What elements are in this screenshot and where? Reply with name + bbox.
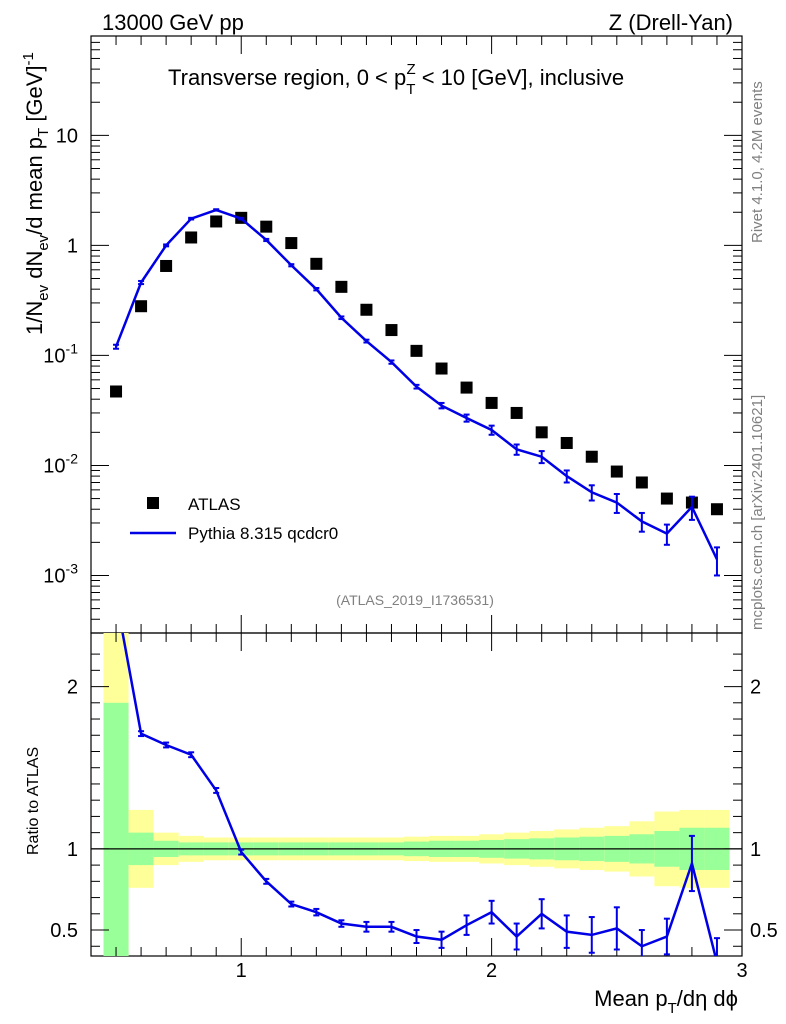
x-axis-label: Mean pT/dη dϕ <box>594 986 738 1017</box>
ratio-uncertainty-bands <box>91 633 742 956</box>
main-panel-frame <box>90 35 743 634</box>
atlas-point <box>135 300 148 313</box>
ratio-y-tick-label-right: 2 <box>750 677 761 699</box>
x-tick-label: 2 <box>486 960 497 982</box>
y-tick-label: 10-2 <box>43 450 78 477</box>
atlas-point <box>560 436 573 449</box>
y-tick-label: 10 <box>56 125 78 147</box>
atlas-point <box>210 215 223 228</box>
legend-atlas-label: ATLAS <box>188 495 241 514</box>
mcplots-label: mcplots.cern.ch [arXiv:2401.10621] <box>749 395 766 630</box>
header-right: Z (Drell-Yan) <box>609 10 733 35</box>
atlas-point <box>160 259 173 272</box>
ratio-clipped <box>121 633 720 956</box>
atlas-point <box>460 381 473 394</box>
band-inner <box>103 702 129 956</box>
main-plot-data <box>110 208 723 577</box>
rivet-label: Rivet 4.1.0, 4.2M events <box>749 81 766 243</box>
atlas-point <box>660 492 673 505</box>
main-axis-ticks: 10-3 10-2 10-1 1 10 <box>43 35 742 634</box>
atlas-point <box>485 396 498 409</box>
legend-atlas-marker <box>147 497 159 509</box>
atlas-point <box>535 426 548 439</box>
ratio-panel-frame <box>90 632 743 957</box>
atlas-point <box>360 303 373 316</box>
ratio-y-tick-label: 1 <box>67 839 78 861</box>
atlas-point <box>585 450 598 463</box>
ratio-axis-ticks: 0.5 0.5 1 1 2 2 1 2 3 <box>50 633 778 982</box>
ratio-line <box>121 633 717 956</box>
y-tick-label: 10-3 <box>43 560 78 587</box>
main-y-axis-label: 1/Nev dNev/d mean pT [GeV]-1 <box>20 52 52 335</box>
atlas-point <box>260 220 273 233</box>
y-tick-label: 10-1 <box>43 340 78 367</box>
atlas-point <box>410 344 423 357</box>
analysis-id: (ATLAS_2019_I1736531) <box>336 592 494 608</box>
atlas-point <box>310 257 323 270</box>
ratio-y-tick-label: 0.5 <box>50 920 78 942</box>
header-left: 13000 GeV pp <box>102 10 244 35</box>
atlas-point <box>285 237 298 250</box>
atlas-point <box>635 476 648 489</box>
ratio-y-axis-label: Ratio to ATLAS <box>25 747 42 855</box>
x-tick-label: 1 <box>236 960 247 982</box>
ratio-plot-data <box>121 633 720 956</box>
y-tick-label: 1 <box>67 235 78 257</box>
panel-title: Transverse region, 0 < pTZ < 10 [GeV], i… <box>168 61 624 98</box>
atlas-point <box>385 324 398 337</box>
atlas-point <box>185 231 198 244</box>
x-tick-label: 3 <box>736 960 747 982</box>
ratio-y-tick-label-right: 0.5 <box>750 920 778 942</box>
atlas-point <box>710 503 723 516</box>
atlas-point <box>510 406 523 419</box>
ratio-y-tick-label: 2 <box>67 677 78 699</box>
ratio-y-tick-label-right: 1 <box>750 839 761 861</box>
atlas-point <box>335 280 348 293</box>
atlas-point <box>610 465 623 478</box>
legend-pythia-label: Pythia 8.315 qcdcr0 <box>188 524 338 543</box>
atlas-point <box>435 362 448 375</box>
atlas-point <box>110 385 123 398</box>
